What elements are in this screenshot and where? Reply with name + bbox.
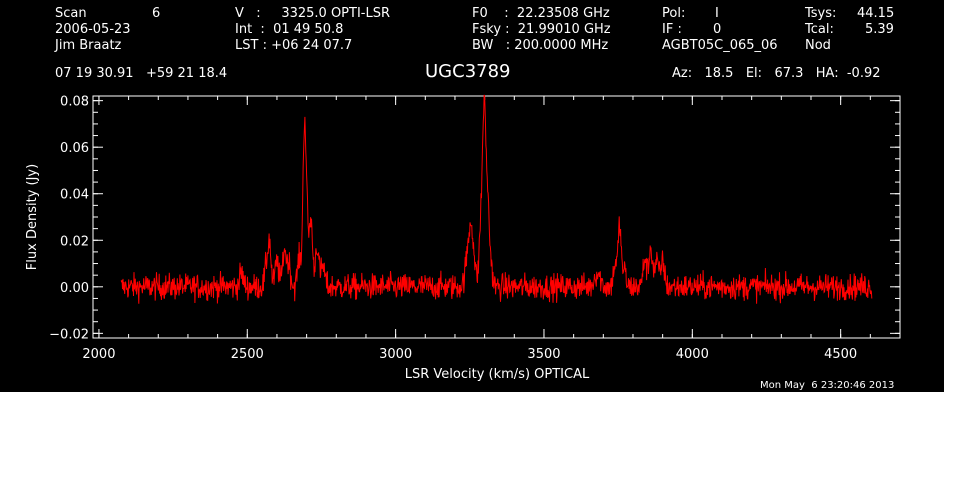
x-tick-label: 4500 [824, 347, 857, 362]
y-axis-label: Flux Density (Jy) [25, 164, 40, 270]
az-el-ha-readout: Az: 18.5 El: 67.3 HA: -0.92 [672, 66, 881, 81]
lst-readout: LST : +06 24 07.7 [235, 38, 353, 53]
y-tick-label: −0.02 [49, 327, 89, 342]
bandwidth-readout: BW : 200.0000 MHz [472, 38, 609, 53]
scan-number: 6 [152, 6, 161, 21]
procedure-name: Nod [805, 38, 831, 53]
if-label: IF : [662, 22, 682, 37]
y-tick-label: 0.00 [60, 281, 89, 296]
plot-panel: Scan 6 2006-05-23 Jim Braatz V : 3325.0 … [0, 0, 944, 392]
tsys-value: 44.15 [857, 6, 895, 21]
pol-label: Pol: [662, 6, 686, 21]
tcal-label: Tcal: [805, 22, 834, 37]
x-tick-label: 2000 [82, 347, 115, 362]
y-tick-label: 0.04 [60, 188, 89, 203]
source-name: UGC3789 [425, 61, 511, 82]
source-coordinates: 07 19 30.91 +59 21 18.4 [55, 66, 228, 81]
x-tick-label: 2500 [231, 347, 264, 362]
tcal-value: 5.39 [865, 22, 894, 37]
spectrum-chart: 2000 2500 3000 3500 4000 4500 −0.02 0.00 0.02 0.0… [25, 94, 901, 382]
if-value: 0 [713, 22, 722, 37]
pol-value: I [715, 6, 719, 21]
axis-tick-labels: 2000 2500 3000 3500 4000 4500 −0.02 0.00 0.02 0.0… [49, 95, 857, 362]
x-axis-label: LSR Velocity (km/s) OPTICAL [405, 367, 590, 382]
observation-date: 2006-05-23 [55, 22, 131, 37]
spectrum-line [120, 94, 873, 304]
integration-readout: Int : 01 49 50.8 [235, 22, 344, 37]
observer-name: Jim Braatz [55, 38, 122, 53]
plot-timestamp: Mon May 6 23:20:46 2013 [760, 380, 895, 391]
x-tick-label: 3500 [527, 347, 560, 362]
y-tick-label: 0.06 [60, 141, 89, 156]
x-tick-label: 3000 [379, 347, 412, 362]
y-tick-label: 0.02 [60, 234, 89, 249]
f0-readout: F0 : 22.23508 GHz [472, 6, 610, 21]
tsys-label: Tsys: [805, 6, 837, 21]
scan-label: Scan [55, 6, 87, 21]
plot-frame [92, 95, 901, 339]
velocity-readout: V : 3325.0 OPTI-LSR [235, 6, 391, 21]
y-tick-label: 0.08 [60, 95, 89, 110]
axis-ticks [93, 96, 901, 338]
fsky-readout: Fsky : 21.99010 GHz [472, 22, 611, 37]
project-id: AGBT05C_065_06 [662, 38, 778, 53]
x-tick-label: 4000 [676, 347, 709, 362]
